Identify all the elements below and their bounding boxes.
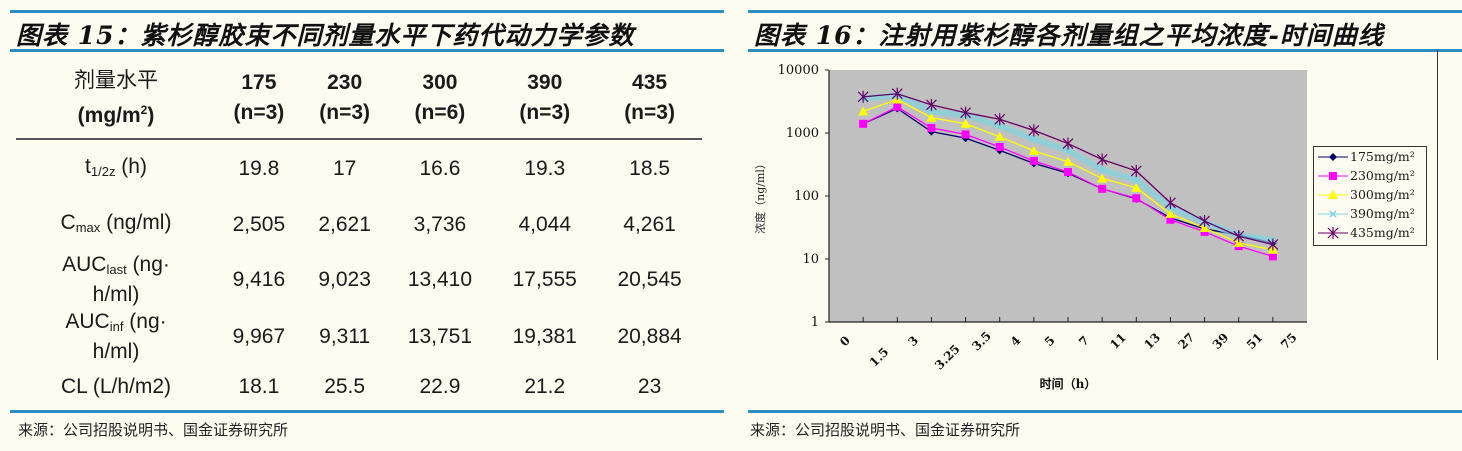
table-cell: 9,416 [232, 268, 286, 291]
concentration-chart-panel: 图表 16：注射用紫杉醇各剂量组之平均浓度-时间曲线 10000 1000 100 1… [748, 0, 1462, 451]
legend-item: 300mg/m² [1314, 185, 1426, 204]
legend-item: 230mg/m² [1314, 166, 1426, 185]
table-cell: 19,381 [512, 324, 577, 348]
parameter-label: AUClast (ng· h/ml) [62, 253, 170, 306]
parameter-label: CL (L/h/m2) [60, 374, 172, 398]
figure-16-title-bar: 图表 16：注射用紫杉醇各剂量组之平均浓度-时间曲线 [748, 10, 1462, 52]
legend-marker-icon [1318, 209, 1348, 218]
figure-15-title: 图表 15：紫杉醇胶束不同剂量水平下药代动力学参数 [16, 21, 635, 50]
table-cell: 2,621 [318, 213, 371, 236]
table-cell: 25.5 [324, 374, 366, 398]
table-cell: 20,545 [617, 268, 682, 291]
figure-15-source: 来源：公司招股说明书、国金证券研究所 [18, 421, 289, 439]
table-row: t1/2z (h) 19.8 17 16.6 19.3 18.5 [16, 139, 702, 197]
x-tick-label: 3.25 [932, 342, 963, 373]
table-cell: 21.2 [524, 374, 566, 398]
dose-column-header: 230 (n=3) [301, 58, 388, 140]
table-row: AUClast (ng· h/ml) 9,416 9,023 13,410 17,555 2… [16, 252, 702, 307]
dose-column-header: 175 (n=3) [216, 58, 302, 140]
x-tick-label: 0 [837, 333, 853, 349]
table-row: Cmax (ng/ml) 2,505 2,621 3,736 4,044 4,261 [16, 197, 702, 252]
x-tick-label: 39 [1210, 330, 1232, 352]
figure-16-source-bar: 来源：公司招股说明书、国金证券研究所 [748, 410, 1462, 439]
table-cell: 4,261 [623, 213, 676, 236]
legend-label: 435mg/m² [1350, 225, 1415, 240]
table-cell: 19.8 [238, 157, 280, 180]
series-435mgm [857, 87, 1279, 251]
table-cell: 9,023 [318, 268, 371, 291]
x-tick-label: 4 [1008, 333, 1024, 349]
x-tick-label: 75 [1278, 330, 1300, 352]
dose-column-header: 435 (n=3) [597, 58, 702, 140]
table-cell: 17,555 [512, 268, 577, 291]
y-tick-label: 100 [794, 189, 819, 204]
y-tick-label: 1000 [786, 126, 819, 141]
dose-column-header: 390 (n=3) [492, 58, 598, 140]
figure-15-source-bar: 来源：公司招股说明书、国金证券研究所 [10, 410, 724, 439]
plot-area [829, 70, 1307, 322]
x-tick-label: 3.5 [969, 329, 994, 354]
legend-item: 175mg/m² [1314, 147, 1426, 166]
table-cell: 16.6 [419, 157, 461, 180]
y-tick-label: 1 [811, 315, 819, 330]
x-tick-label: 1.5 [867, 345, 892, 370]
table-cell: 9,967 [232, 324, 286, 348]
parameter-label: AUCinf (ng· h/ml) [65, 309, 167, 363]
table-row: CL (L/h/m2) 18.1 25.5 22.9 21.2 23 [16, 365, 702, 407]
table-cell: 3,736 [413, 213, 467, 236]
legend-marker-icon [1318, 152, 1348, 161]
figure-16-title: 图表 16：注射用紫杉醇各剂量组之平均浓度-时间曲线 [754, 21, 1384, 50]
legend-label: 175mg/m² [1350, 149, 1415, 164]
legend-marker-icon [1318, 171, 1348, 180]
y-axis-label: 浓度（ng/ml） [753, 158, 767, 234]
y-tick-label: 10 [802, 252, 819, 267]
table-cell: 2,505 [232, 213, 286, 236]
pk-table-panel: 图表 15：紫杉醇胶束不同剂量水平下药代动力学参数 剂量水平 (mg/m2) 1… [0, 0, 730, 451]
legend-marker-icon [1318, 226, 1348, 239]
chart-frame-edge [1437, 50, 1438, 360]
x-tick-label: 51 [1244, 330, 1266, 352]
legend-item: 390mg/m² [1314, 204, 1426, 223]
table-cell: 22.9 [419, 374, 461, 398]
table-cell: 18.5 [629, 157, 671, 180]
legend-marker-icon [1318, 189, 1348, 199]
table-cell: 18.1 [238, 374, 280, 398]
dose-level-header: 剂量水平 (mg/m2) [16, 58, 216, 140]
dose-unit-label: (mg/m2) [77, 103, 155, 127]
pk-parameters-table: 剂量水平 (mg/m2) 175 (n=3) 230 (n=3) 300 (n=6) … [16, 58, 702, 407]
table-cell: 13,410 [407, 268, 473, 291]
legend-label: 300mg/m² [1350, 187, 1415, 202]
parameter-label: Cmax (ng/ml) [60, 210, 172, 235]
parameter-label: t1/2z (h) [85, 154, 147, 179]
table-cell: 4,044 [518, 213, 572, 236]
x-tick-label: 27 [1176, 330, 1198, 352]
table-cell: 23 [637, 374, 662, 398]
table-cell: 19.3 [524, 157, 566, 180]
figure-16-source: 来源：公司招股说明书、国金证券研究所 [750, 421, 1021, 439]
chart-legend: 175mg/m² 230mg/m² 300mg/m² 390mg/m² 435mg/m² [1313, 146, 1427, 246]
x-tick-label: 11 [1107, 330, 1129, 352]
dose-column-header: 300 (n=6) [387, 58, 493, 140]
legend-item: 435mg/m² [1314, 223, 1426, 242]
figure-15-title-bar: 图表 15：紫杉醇胶束不同剂量水平下药代动力学参数 [10, 10, 724, 52]
table-cell: 9,311 [319, 324, 371, 348]
table-cell: 13,751 [407, 324, 473, 348]
x-axis-label: 时间（h） [1040, 376, 1097, 391]
dose-level-label: 剂量水平 [74, 68, 158, 92]
legend-label: 230mg/m² [1350, 168, 1415, 183]
x-tick-label: 13 [1141, 330, 1163, 352]
table-cell: 20,884 [617, 324, 682, 348]
table-row: AUCinf (ng· h/ml) 9,967 9,311 13,751 19,381 20… [16, 307, 702, 365]
y-tick-label: 10000 [778, 63, 819, 78]
x-tick-label: 3 [905, 333, 921, 349]
table-cell: 17 [332, 157, 357, 180]
x-tick-label: 7 [1076, 333, 1092, 349]
table-header-row: 剂量水平 (mg/m2) 175 (n=3) 230 (n=3) 300 (n=6) … [16, 58, 702, 140]
x-tick-label: 5 [1042, 333, 1058, 349]
legend-label: 390mg/m² [1350, 206, 1415, 221]
